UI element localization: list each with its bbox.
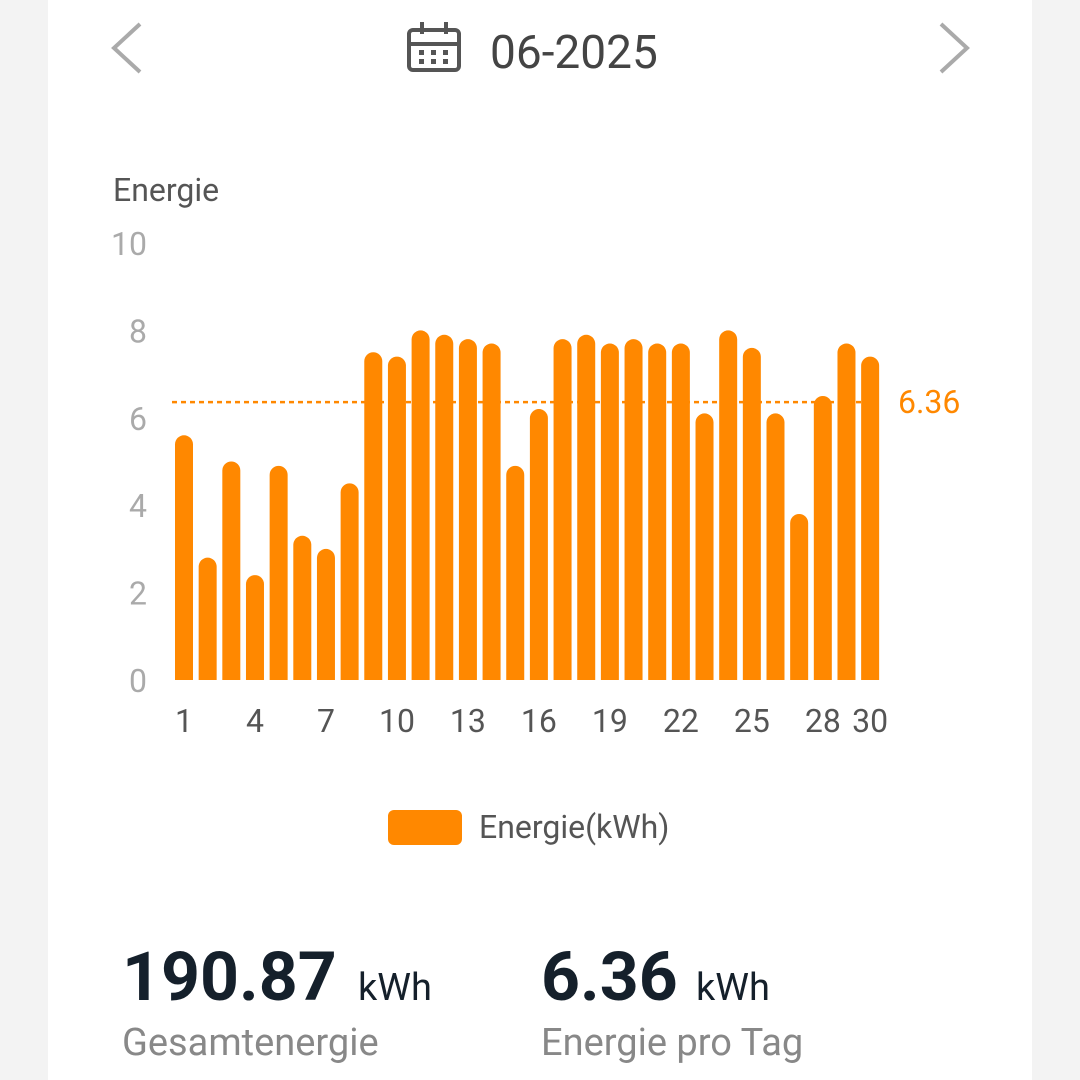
x-tick-label: 1 (175, 702, 193, 740)
bar (269, 465, 288, 680)
y-tick-label: 10 (111, 225, 147, 263)
bar (695, 413, 714, 680)
bar (671, 343, 690, 680)
summary-total: 190.87 kWh Gesamtenergie (122, 937, 432, 1065)
next-button[interactable] (939, 22, 970, 74)
legend-label: Energie(kWh) (479, 808, 669, 846)
y-tick-label: 6 (129, 400, 147, 438)
bar (790, 513, 809, 680)
y-tick-label: 4 (129, 487, 147, 525)
bar (458, 339, 477, 680)
x-tick-label: 13 (450, 702, 486, 740)
x-tick-label: 10 (379, 702, 415, 740)
month-title[interactable]: 06-2025 (490, 26, 658, 80)
x-tick-label: 30 (852, 702, 888, 740)
bar (600, 343, 619, 680)
x-tick-label: 28 (805, 702, 841, 740)
total-unit: kWh (358, 966, 432, 1010)
bar (435, 334, 454, 680)
calendar-icon[interactable] (407, 22, 461, 72)
x-tick-label: 25 (734, 702, 770, 740)
bar (624, 339, 643, 680)
daily-value: 6.36 (541, 937, 678, 1017)
bar (340, 483, 359, 680)
bar (837, 343, 856, 680)
bar (861, 356, 880, 680)
bar (553, 339, 572, 680)
plot: 0 2 4 6 8 10 1 4 7 10 13 16 19 22 25 28 30 Energie(kWh) 6.… (111, 225, 960, 846)
bar (222, 461, 241, 680)
y-axis-label: Energie (113, 171, 219, 209)
bar (529, 409, 548, 680)
bar (506, 465, 525, 680)
x-tick-label: 4 (246, 702, 264, 740)
bar (719, 330, 738, 680)
x-tick-label: 16 (521, 702, 557, 740)
total-value: 190.87 (122, 937, 337, 1017)
y-tick-label: 0 (129, 662, 147, 700)
bar (577, 334, 596, 680)
bar (482, 343, 501, 680)
bar (245, 575, 264, 680)
prev-button[interactable] (111, 22, 142, 74)
summary-daily: 6.36 kWh Energie pro Tag (541, 937, 803, 1065)
bar (293, 535, 312, 680)
legend-swatch (388, 810, 462, 845)
bar (742, 347, 761, 680)
bar (198, 557, 217, 680)
bar (364, 352, 383, 680)
x-tick-label: 22 (663, 702, 699, 740)
daily-unit: kWh (696, 966, 770, 1010)
bar (813, 395, 832, 680)
bar (175, 435, 193, 680)
x-tick-label: 7 (317, 702, 335, 740)
bar (766, 413, 785, 680)
bar (648, 343, 667, 680)
calendar-dots (419, 50, 448, 64)
bar (387, 356, 406, 680)
daily-label: Energie pro Tag (541, 1021, 803, 1065)
total-label: Gesamtenergie (122, 1021, 379, 1065)
x-tick-label: 19 (592, 702, 628, 740)
average-label: 6.36 (898, 383, 960, 421)
bar (316, 548, 335, 680)
bar (411, 330, 430, 680)
y-tick-label: 2 (129, 575, 147, 613)
y-tick-label: 8 (129, 312, 147, 350)
